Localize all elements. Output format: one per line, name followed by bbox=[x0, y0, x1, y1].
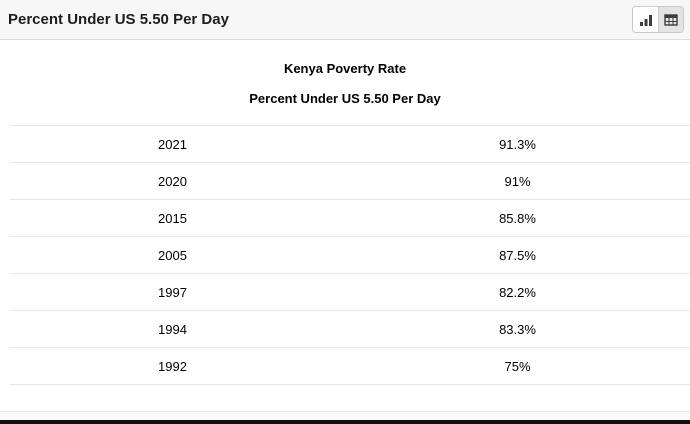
table-view-button[interactable] bbox=[658, 7, 683, 32]
table-row: 1997 82.2% bbox=[0, 274, 690, 310]
footer-strip bbox=[0, 412, 690, 420]
year-cell: 2021 bbox=[158, 136, 187, 152]
table-row: 2020 91% bbox=[0, 163, 690, 199]
table-icon bbox=[664, 13, 678, 27]
value-cell: 87.5% bbox=[499, 247, 536, 263]
year-cell: 2015 bbox=[158, 210, 187, 226]
year-cell: 1994 bbox=[158, 321, 187, 337]
year-cell: 1992 bbox=[158, 358, 187, 374]
data-table: 2021 91.3% 2020 91% 2015 85.8% 2005 87.5… bbox=[0, 125, 690, 385]
table-row: 1992 75% bbox=[0, 348, 690, 384]
value-cell: 91% bbox=[504, 173, 531, 189]
value-cell: 75% bbox=[504, 358, 531, 374]
row-divider bbox=[10, 310, 690, 311]
view-toggle-group bbox=[632, 6, 684, 33]
row-divider bbox=[10, 384, 690, 385]
table-row: 2021 91.3% bbox=[0, 126, 690, 162]
row-divider bbox=[10, 273, 690, 274]
row-divider bbox=[10, 162, 690, 163]
year-cell: 1997 bbox=[158, 284, 187, 300]
bottom-spacer bbox=[0, 385, 690, 411]
chart-title: Kenya Poverty Rate bbox=[283, 61, 407, 76]
chart-view-button[interactable] bbox=[633, 7, 658, 32]
bottom-dark-bar bbox=[0, 420, 690, 424]
chart-subtitle: Percent Under US 5.50 Per Day bbox=[249, 91, 441, 106]
footer-divider bbox=[0, 411, 690, 412]
row-divider bbox=[10, 199, 690, 200]
value-cell: 91.3% bbox=[499, 136, 536, 152]
row-divider bbox=[10, 347, 690, 348]
value-cell: 85.8% bbox=[499, 210, 536, 226]
widget-title: Percent Under US 5.50 Per Day bbox=[8, 11, 229, 28]
row-divider bbox=[10, 236, 690, 237]
bar-chart-icon bbox=[639, 13, 653, 27]
value-cell: 82.2% bbox=[499, 284, 536, 300]
table-row: 2015 85.8% bbox=[0, 200, 690, 236]
table-row: 2005 87.5% bbox=[0, 237, 690, 273]
widget-header: Percent Under US 5.50 Per Day bbox=[0, 0, 690, 40]
value-cell: 83.3% bbox=[499, 321, 536, 337]
year-cell: 2005 bbox=[158, 247, 187, 263]
year-cell: 2020 bbox=[158, 173, 187, 189]
table-row: 1994 83.3% bbox=[0, 311, 690, 347]
row-divider bbox=[10, 125, 690, 126]
